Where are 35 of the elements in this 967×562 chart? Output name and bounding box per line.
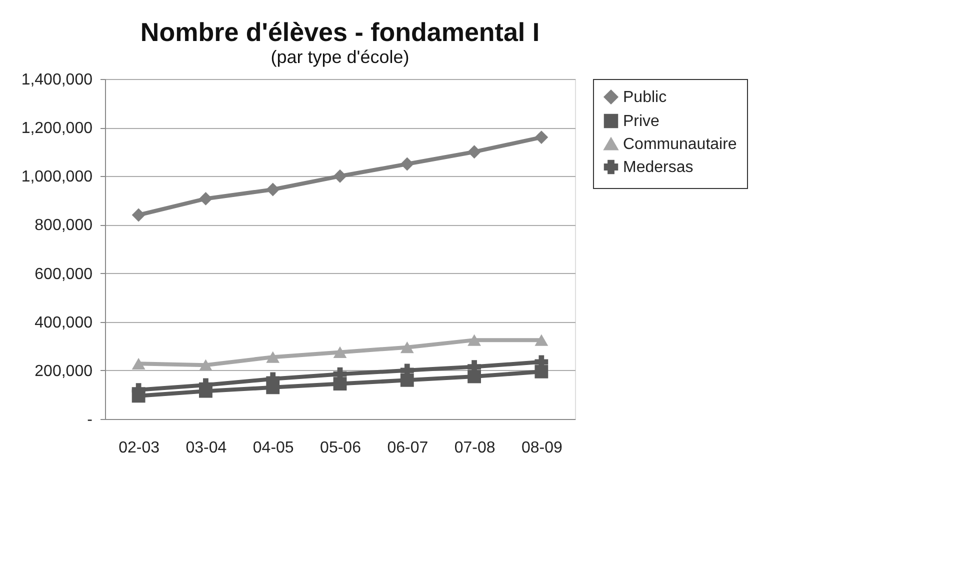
point [333,169,347,183]
point [534,334,548,346]
point [333,346,347,358]
y-tick-label: 600,000 [34,266,93,283]
legend-label: Prive [623,113,660,130]
x-tick-label: 02-03 [118,440,160,456]
chart-subtitle: (par type d'école) [270,47,410,67]
x-tick-label: 05-06 [320,440,362,456]
point [199,192,212,206]
y-tick-label: 800,000 [34,217,93,234]
point [266,182,280,196]
point [400,157,414,171]
x-tick-label: 06-07 [387,440,428,456]
point [132,358,146,370]
x-tick-label: 07-08 [454,440,496,456]
y-tick-label: 1,200,000 [21,120,93,138]
point [468,145,481,159]
chart-title: Nombre d'élèves - fondamental I [140,17,540,47]
point [199,359,212,371]
point [400,342,414,354]
y-tick-label: - [87,412,92,428]
y-tick-label: 1,400,000 [21,72,93,88]
legend-label: Public [623,89,667,106]
y-tick-label: 1,000,000 [21,168,93,186]
legend-label: Medersas [623,159,694,176]
y-tick-label: 200,000 [34,362,93,380]
legend-label: Communautaire [623,136,737,153]
x-tick-label: 08-09 [521,440,562,456]
point [534,130,548,144]
x-tick-label: 04-05 [252,440,294,456]
point [468,334,481,346]
point [266,351,280,363]
y-tick-label: 400,000 [34,314,93,332]
point [132,208,146,222]
x-tick-label: 03-04 [186,440,227,456]
